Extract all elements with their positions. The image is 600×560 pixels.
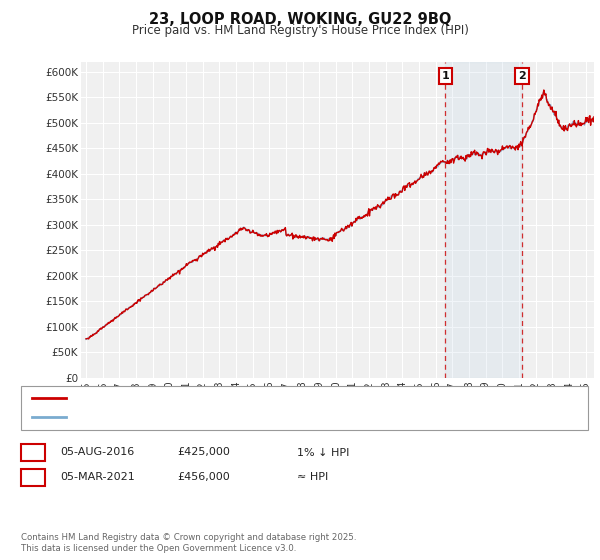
Bar [445,62,522,378]
Text: 1: 1 [442,71,449,81]
Text: Contains HM Land Registry data © Crown copyright and database right 2025.
This d: Contains HM Land Registry data © Crown c… [21,533,356,553]
Text: 05-MAR-2021: 05-MAR-2021 [60,472,135,482]
Text: 2: 2 [518,71,526,81]
Text: £425,000: £425,000 [177,447,230,458]
Text: 2: 2 [29,472,37,482]
Text: 1: 1 [29,447,37,458]
Text: 1% ↓ HPI: 1% ↓ HPI [297,447,349,458]
Text: Price paid vs. HM Land Registry's House Price Index (HPI): Price paid vs. HM Land Registry's House … [131,24,469,36]
Text: 23, LOOP ROAD, WOKING, GU22 9BQ (semi-detached house): 23, LOOP ROAD, WOKING, GU22 9BQ (semi-de… [73,394,390,403]
Text: 05-AUG-2016: 05-AUG-2016 [60,447,134,458]
Text: £456,000: £456,000 [177,472,230,482]
Text: ≈ HPI: ≈ HPI [297,472,328,482]
Text: HPI: Average price, semi-detached house, Woking: HPI: Average price, semi-detached house,… [73,413,333,422]
Text: 23, LOOP ROAD, WOKING, GU22 9BQ: 23, LOOP ROAD, WOKING, GU22 9BQ [149,12,451,27]
